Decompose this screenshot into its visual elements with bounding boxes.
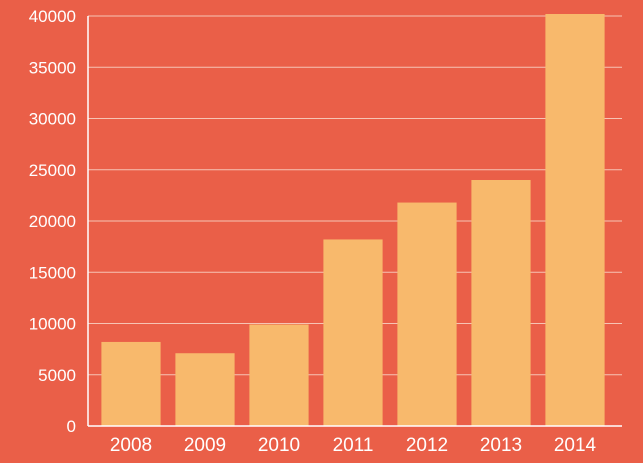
bars <box>101 14 605 426</box>
x-tick-label: 2009 <box>184 435 226 456</box>
y-tick-label: 10000 <box>29 315 76 334</box>
bar-2008 <box>101 341 161 426</box>
y-tick-label: 35000 <box>29 58 76 77</box>
y-tick-label: 25000 <box>29 161 76 180</box>
bar-2009 <box>175 353 235 426</box>
x-tick-label: 2011 <box>333 435 374 456</box>
y-tick-label: 5000 <box>38 366 76 385</box>
y-tick-label: 20000 <box>29 212 76 231</box>
bar-2013 <box>471 180 531 426</box>
bar-2010 <box>249 324 309 426</box>
x-tick-label: 2012 <box>406 435 448 456</box>
y-tick-label: 15000 <box>29 263 76 282</box>
y-tick-label: 0 <box>67 417 76 436</box>
x-tick-label: 2010 <box>258 435 300 456</box>
y-tick-label: 30000 <box>29 110 76 129</box>
bar-2014 <box>545 14 605 426</box>
y-tick-label: 40000 <box>29 7 76 26</box>
axes: 0 5000 10000 15000 20000 25000 30000 35000 40000… <box>29 7 622 456</box>
x-tick-label: 2008 <box>110 435 152 456</box>
x-tick-label: 2014 <box>554 435 597 456</box>
bar-2012 <box>397 202 457 426</box>
x-tick-label: 2013 <box>480 435 522 456</box>
bar-2011 <box>323 239 383 426</box>
